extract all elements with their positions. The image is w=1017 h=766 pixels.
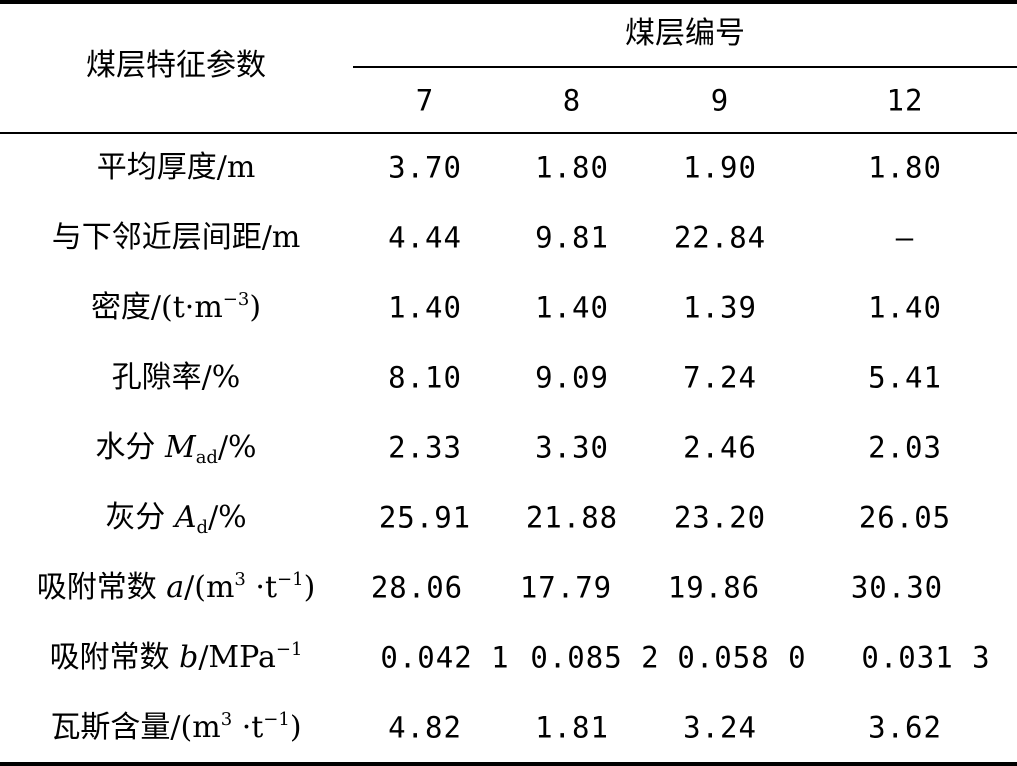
table-cell: 2.46 [683, 430, 757, 465]
table-cell: 23.20 [673, 500, 767, 535]
row-label-a-exponent-2: −1 [277, 569, 304, 590]
table-cell: 22.84 [673, 220, 767, 255]
row-label-a-symbol: a [166, 570, 185, 605]
table-cell: 0.085 2 [530, 640, 660, 675]
table-cell: 25.91 [378, 500, 472, 535]
row-label-b-exponent: −1 [275, 639, 303, 660]
table-top-rule [0, 0, 1017, 4]
table-cell: 4.82 [388, 710, 462, 745]
row-label-porosity: 孔隙率/% [111, 360, 241, 395]
table-cell: 1.40 [535, 290, 609, 325]
column-header-7: 7 [415, 83, 435, 118]
table-cell: 8.10 [388, 360, 462, 395]
header-parameter-label: 煤层特征参数 [86, 48, 266, 83]
row-label-a-text: 吸附常数 [36, 570, 167, 605]
row-label-density-exponent: −3 [222, 289, 250, 310]
table-cell: 3.30 [535, 430, 609, 465]
table-cell: 30.30 [850, 570, 944, 605]
row-label-moisture-unit: /% [217, 430, 257, 465]
table-bottom-rule [0, 762, 1017, 766]
table-cell: 1.80 [535, 150, 609, 185]
row-label-moisture: 水分 Mad/% [95, 430, 257, 467]
table-cell: 28.06 [370, 570, 464, 605]
table-cell: 7.24 [683, 360, 757, 395]
row-label-adsorption-constant-b: 吸附常数 b/MPa−1 [49, 640, 303, 675]
table-cell: 2.33 [388, 430, 462, 465]
table-cell: 9.81 [535, 220, 609, 255]
row-label-gas-exponent-2: −1 [263, 709, 290, 730]
table-cell: 0.058 0 [677, 640, 807, 675]
row-label-a-exponent-1: 3 [234, 569, 246, 590]
table-cell: 3.24 [683, 710, 757, 745]
row-label-moisture-subscript: ad [195, 447, 218, 468]
row-label-gas-text: 瓦斯含量/(m [50, 710, 221, 745]
row-label-density-text: 密度/(t·m [90, 290, 223, 325]
row-label-gas-exponent-1: 3 [220, 709, 233, 730]
row-label-gas-content: 瓦斯含量/(m3 ·t−1) [50, 710, 302, 745]
row-label-ash-symbol: A [174, 500, 197, 535]
row-label-adsorption-constant-a: 吸附常数 a/(m3 ·t−1) [36, 570, 316, 605]
row-label-interlayer-spacing: 与下邻近层间距/m [51, 220, 301, 255]
table-cell: 1.81 [535, 710, 609, 745]
table-cell: 3.70 [388, 150, 462, 185]
table-cell: 3.62 [868, 710, 942, 745]
table-cell: 1.90 [683, 150, 757, 185]
row-label-density-close: ) [249, 290, 262, 325]
group-header-underline [353, 66, 1017, 68]
column-header-8: 8 [562, 83, 582, 118]
row-label-moisture-text: 水分 [95, 430, 165, 465]
header-seam-number-label: 煤层编号 [625, 16, 745, 51]
row-label-density: 密度/(t·m−3) [90, 290, 262, 325]
row-label-b-text: 吸附常数 [49, 640, 180, 675]
row-label-a-unit-close: ) [303, 570, 316, 605]
table-cell: 1.39 [683, 290, 757, 325]
row-label-ash-text: 灰分 [105, 500, 175, 535]
column-header-9: 9 [710, 83, 730, 118]
table-cell: 1.40 [868, 290, 942, 325]
table-cell: 5.41 [868, 360, 942, 395]
column-header-12: 12 [886, 83, 924, 118]
table-cell: 21.88 [525, 500, 619, 535]
row-label-ash-unit: /% [208, 500, 247, 535]
table-cell: 2.03 [868, 430, 942, 465]
row-label-ash: 灰分 Ad/% [105, 500, 247, 537]
table-cell: 1.40 [388, 290, 462, 325]
row-label-moisture-symbol: M [164, 430, 196, 465]
row-label-average-thickness: 平均厚度/m [96, 150, 256, 185]
table-cell: 4.44 [388, 220, 462, 255]
table-cell: 9.09 [535, 360, 609, 395]
row-label-a-unit-mid: ·t [245, 570, 278, 605]
table-cell: 1.80 [868, 150, 942, 185]
row-label-a-unit-open: /(m [184, 570, 235, 605]
table-cell: 0.042 1 [380, 640, 510, 675]
row-label-b-symbol: b [179, 640, 199, 675]
table-cell: 19.86 [667, 570, 761, 605]
table-cell: — [895, 220, 915, 255]
row-label-b-unit: /MPa [198, 640, 276, 675]
row-label-gas-unit-mid: ·t [232, 710, 264, 745]
table-cell: 17.79 [519, 570, 613, 605]
row-label-ash-subscript: d [196, 517, 209, 538]
table-cell: 26.05 [858, 500, 952, 535]
table-cell: 0.031 3 [861, 640, 991, 675]
header-bottom-rule [0, 132, 1017, 134]
row-label-gas-unit-close: ) [289, 710, 302, 745]
